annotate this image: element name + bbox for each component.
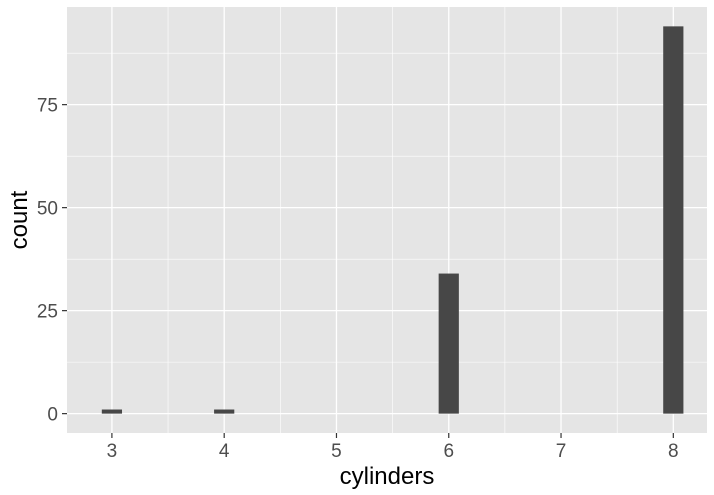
- bar-8: [663, 26, 684, 414]
- bar-3: [101, 409, 123, 414]
- y-axis: 0 25 50 75: [37, 96, 67, 426]
- y-tick-label: 50: [37, 199, 58, 220]
- x-tick-label: 5: [331, 441, 342, 462]
- minor-gridlines: [67, 7, 707, 433]
- bar-6: [438, 273, 459, 414]
- bar-4: [214, 409, 235, 414]
- bars: [101, 26, 684, 414]
- y-tick-label: 0: [47, 405, 58, 426]
- y-axis-title: count: [6, 190, 33, 249]
- plot-panel: [67, 7, 707, 433]
- y-tick-label: 75: [37, 96, 58, 117]
- y-tick-label: 25: [37, 302, 58, 323]
- x-tick-label: 4: [219, 441, 230, 462]
- x-tick-label: 7: [556, 441, 567, 462]
- x-tick-label: 6: [443, 441, 454, 462]
- x-tick-label: 8: [668, 441, 679, 462]
- x-axis: 3 4 5 6 7 8: [107, 433, 679, 462]
- x-axis-title: cylinders: [340, 463, 435, 490]
- x-tick-label: 3: [107, 441, 118, 462]
